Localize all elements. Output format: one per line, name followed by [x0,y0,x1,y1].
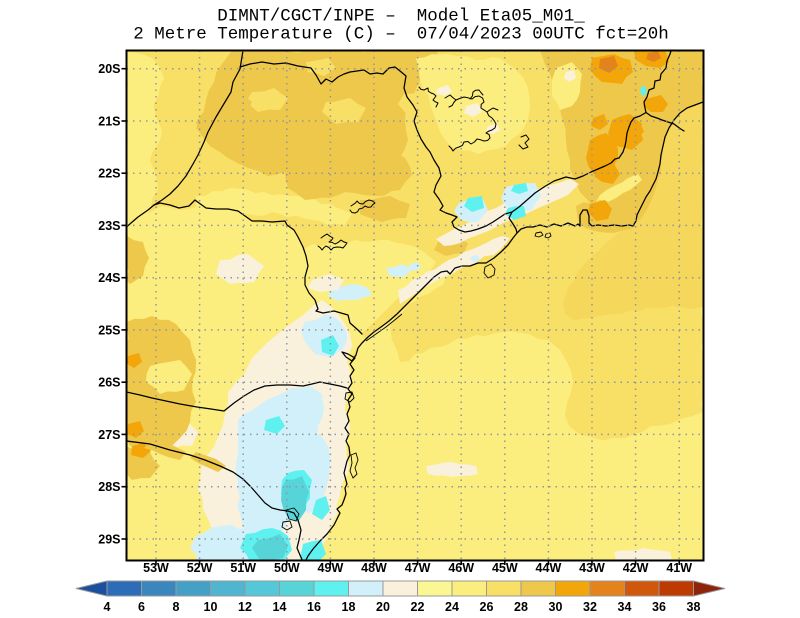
svg-text:45W: 45W [492,561,518,575]
svg-text:27S: 27S [98,428,120,442]
svg-text:24: 24 [445,600,459,614]
svg-text:8: 8 [173,600,180,614]
svg-text:50W: 50W [274,561,300,575]
svg-text:32: 32 [583,600,597,614]
svg-text:26S: 26S [98,376,120,390]
svg-text:29S: 29S [98,533,120,547]
svg-text:28: 28 [514,600,528,614]
svg-text:4: 4 [104,600,111,614]
svg-text:34: 34 [618,600,632,614]
svg-text:24S: 24S [98,271,120,285]
svg-text:DIMNT/CGCT/INPE – Model Eta05: DIMNT/CGCT/INPE – Model Eta05_M01_ [217,7,585,27]
svg-text:38: 38 [687,600,701,614]
svg-text:30: 30 [549,600,563,614]
svg-text:22S: 22S [98,167,120,181]
svg-text:26: 26 [480,600,494,614]
svg-text:22: 22 [411,600,425,614]
svg-text:42W: 42W [623,561,649,575]
svg-text:28S: 28S [98,480,120,494]
svg-text:41W: 41W [666,561,692,575]
svg-text:23S: 23S [98,219,120,233]
svg-text:36: 36 [652,600,666,614]
svg-text:53W: 53W [143,561,169,575]
svg-text:44W: 44W [536,561,562,575]
svg-text:49W: 49W [318,561,344,575]
svg-text:47W: 47W [405,561,431,575]
svg-text:20: 20 [376,600,390,614]
svg-text:51W: 51W [230,561,256,575]
svg-text:48W: 48W [361,561,387,575]
svg-text:2 Metre Temperature (C) – 07/: 2 Metre Temperature (C) – 07/04/2023 00U… [133,25,669,45]
svg-text:6: 6 [138,600,145,614]
svg-text:43W: 43W [579,561,605,575]
svg-text:52W: 52W [187,561,213,575]
svg-text:25S: 25S [98,323,120,337]
svg-text:12: 12 [238,600,252,614]
svg-text:10: 10 [204,600,218,614]
svg-text:20S: 20S [98,62,120,76]
svg-text:21S: 21S [98,115,120,129]
svg-text:18: 18 [342,600,356,614]
svg-text:46W: 46W [448,561,474,575]
svg-text:16: 16 [307,600,321,614]
svg-text:14: 14 [273,600,287,614]
